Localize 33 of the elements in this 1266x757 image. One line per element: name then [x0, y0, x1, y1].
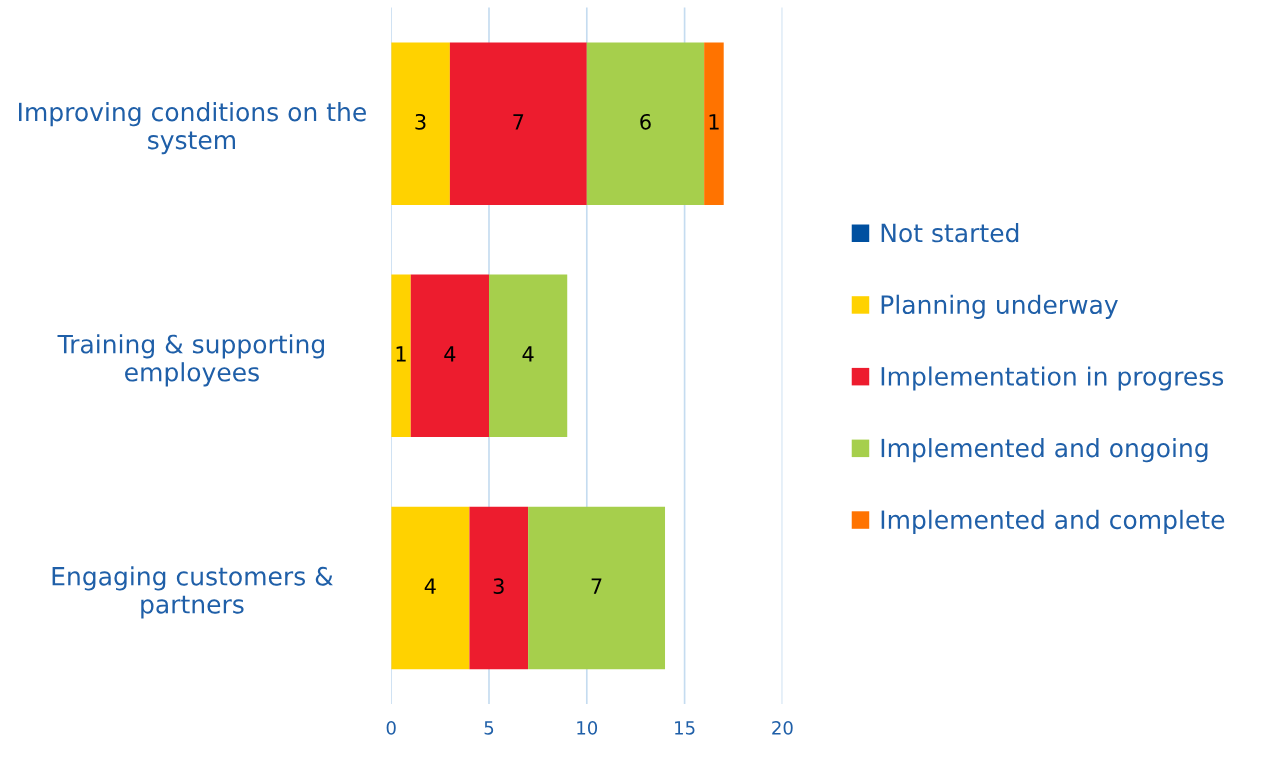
bar — [488, 274, 568, 438]
y-tick-label: Training & supporting employees — [57, 334, 324, 387]
data-label: 4 — [522, 346, 534, 362]
x-tick-label: 15 — [675, 721, 695, 735]
data-label: 4 — [444, 346, 456, 362]
data-label: 7 — [513, 114, 524, 130]
bar — [704, 42, 724, 205]
legend-label: Implementation in progress — [881, 366, 1224, 391]
data-label: 7 — [591, 578, 602, 594]
legend-label: Planning underway — [881, 294, 1118, 319]
x-tick-label: 5 — [484, 721, 494, 735]
bar — [391, 274, 411, 438]
data-label: 3 — [415, 113, 426, 130]
x-tick-label: 20 — [772, 721, 793, 735]
bar — [410, 274, 489, 438]
bar — [528, 506, 666, 670]
bar — [391, 506, 470, 670]
legend-label: Implemented and ongoing — [881, 438, 1208, 463]
bar — [449, 42, 587, 205]
bar — [586, 42, 705, 205]
bar — [469, 506, 529, 670]
x-tick-label: 10 — [577, 721, 598, 735]
x-tick-label: 0 — [386, 721, 396, 735]
data-label: 4 — [424, 578, 436, 594]
data-label: 6 — [640, 113, 651, 130]
bar — [391, 42, 450, 205]
y-tick-label: Engaging customers & partners — [52, 566, 333, 619]
legend-label: Not started — [881, 223, 1019, 243]
legend-label: Implemented and complete — [881, 509, 1225, 534]
y-tick-label: Improving conditions on the system — [19, 102, 366, 155]
data-label: 1 — [709, 114, 719, 130]
data-label: 3 — [493, 578, 504, 594]
data-label: 1 — [396, 346, 406, 362]
